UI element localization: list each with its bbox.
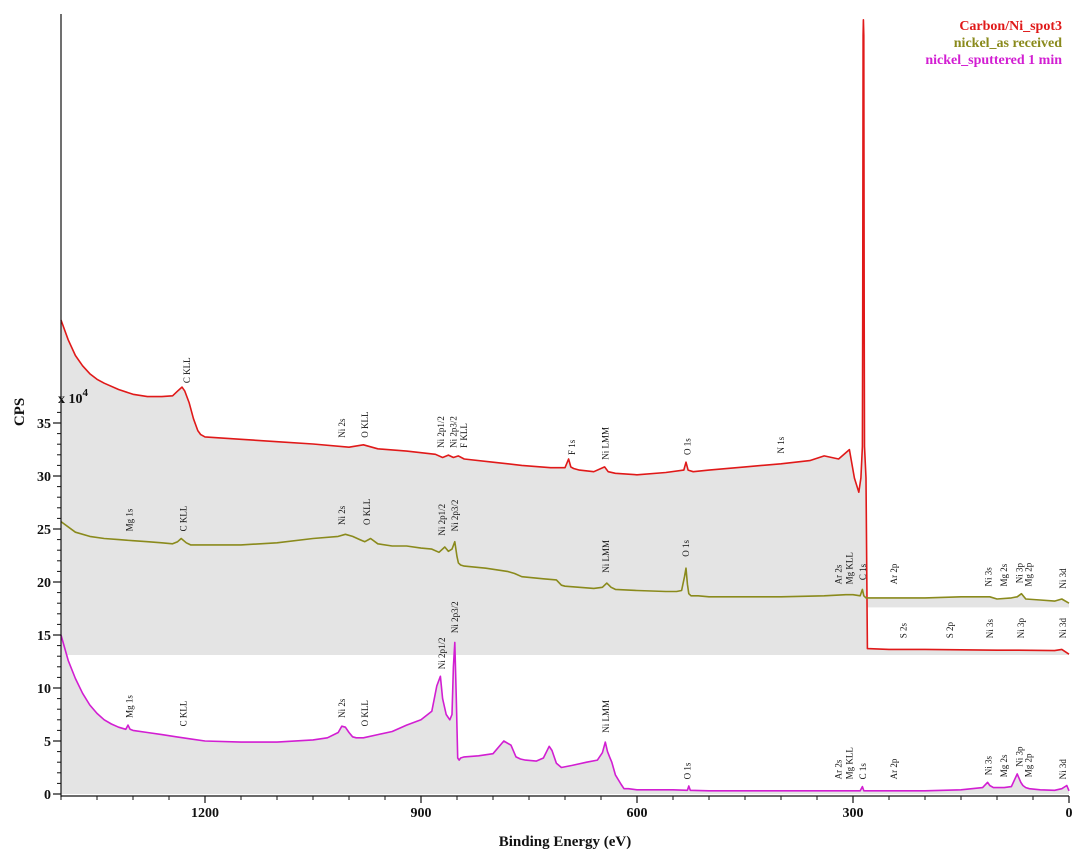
y-multiplier-label: x 104	[58, 387, 89, 407]
axes: 0 300 600 900 1200 0 5 10 15 20 25 30 35	[37, 14, 1072, 821]
series-fill-1	[61, 19, 1069, 656]
peak-label: N 1s	[776, 436, 786, 453]
series-line-3	[60, 634, 1070, 792]
y-tick-label: 5	[44, 735, 51, 750]
peak-label: Mg 1s	[124, 508, 134, 531]
y-axis-label: CPS	[12, 398, 28, 426]
peak-label: O KLL	[360, 700, 370, 726]
x-axis-label: Binding Energy (eV)	[499, 834, 632, 850]
peak-label: Mg 2p	[1024, 562, 1034, 586]
peak-label: Ar 2p	[889, 563, 899, 584]
peak-label: Ni 2p1/2	[436, 416, 446, 448]
peak-label: Mg KLL	[844, 552, 854, 584]
peak-label: Ni 2s	[337, 505, 347, 525]
peak-label: O 1s	[682, 438, 692, 455]
peak-label: Ni 3d	[1058, 618, 1068, 639]
peak-label: F KLL	[459, 423, 469, 448]
y-tick-label: 30	[37, 470, 51, 485]
peak-label: Ni 3p	[1016, 618, 1026, 639]
peak-label: Mg 2s	[999, 754, 1009, 777]
peak-label: Ni LMM	[601, 540, 611, 573]
peak-label: Ar 2p	[889, 758, 899, 779]
peak-label: Ni 2s	[337, 418, 347, 438]
peak-label: Ni LMM	[600, 427, 610, 460]
x-tick-label: 1200	[191, 806, 219, 821]
peak-label: Ni 2s	[337, 698, 347, 718]
x-tick-label: 900	[411, 806, 432, 821]
peak-label: Mg KLL	[844, 747, 854, 779]
peak-label: O 1s	[682, 762, 692, 779]
series-line-2	[60, 520, 1070, 604]
peak-label: Ar 2s	[834, 759, 844, 779]
peak-label: O KLL	[362, 499, 372, 525]
peak-label: Mg 1s	[124, 695, 134, 718]
peak-label: Ni 3s	[983, 567, 993, 587]
peak-label: Ni 2p3/2	[450, 500, 460, 532]
peak-label: C KLL	[178, 701, 188, 727]
y-tick-label: 25	[37, 523, 51, 538]
y-tick-label: 15	[37, 629, 51, 644]
peak-label: S 2s	[898, 623, 908, 639]
peak-label: S 2p	[945, 622, 955, 639]
peak-label: Mg 2s	[999, 563, 1009, 586]
peak-label: Ni 3p	[1014, 563, 1024, 584]
peak-label: Ni 3s	[983, 755, 993, 775]
series-fill-2	[61, 521, 1069, 608]
peak-label: O 1s	[681, 540, 691, 557]
x-tick-label: 0	[1066, 806, 1072, 821]
peak-label: Ni 2p1/2	[437, 637, 447, 669]
peak-label: C KLL	[182, 357, 192, 383]
peak-label: Ni LMM	[601, 700, 611, 733]
legend-entry: nickel_sputtered 1 min	[925, 53, 1062, 68]
peak-label: Ni 2p1/2	[437, 504, 447, 536]
series-line-1	[60, 19, 1070, 655]
y-tick-label: 10	[37, 682, 51, 697]
peak-label: C KLL	[178, 506, 188, 532]
peak-label: O KLL	[360, 411, 370, 437]
peak-label: Ni 2p3/2	[448, 416, 458, 448]
y-tick-label: 35	[37, 417, 51, 432]
legend-entry: nickel_as received	[954, 36, 1062, 51]
y-tick-label: 20	[37, 576, 51, 591]
spectrum-fills	[61, 19, 1069, 794]
peak-label: Ni 3d	[1058, 568, 1068, 589]
spectrum-lines	[60, 19, 1070, 792]
peak-label: F 1s	[567, 439, 577, 455]
legend: Carbon/Ni_spot3 nickel_as received nickel_…	[925, 19, 1062, 68]
peak-label: C 1s	[858, 763, 868, 780]
x-tick-label: 300	[843, 806, 864, 821]
peak-label: C 1s	[858, 563, 868, 580]
peak-label: Ar 2s	[834, 564, 844, 584]
y-tick-label: 0	[44, 788, 51, 803]
legend-entry: Carbon/Ni_spot3	[959, 19, 1062, 34]
peak-label: Ni 3p	[1014, 746, 1024, 767]
peak-label: Mg 2p	[1024, 753, 1034, 777]
series-fill-3	[61, 635, 1069, 794]
peak-label: Ni 3d	[1058, 759, 1068, 780]
x-tick-label: 600	[627, 806, 648, 821]
peak-label: Ni 3s	[985, 619, 995, 639]
peak-label: Ni 2p3/2	[450, 601, 460, 633]
